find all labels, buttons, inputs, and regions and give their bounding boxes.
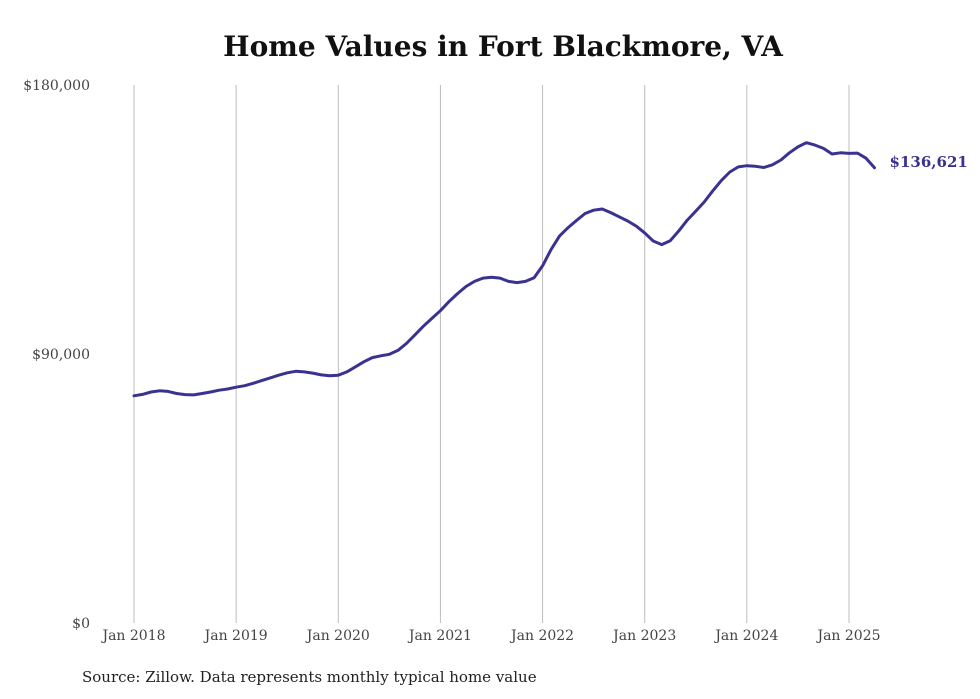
x-tick-label: Jan 2021 (407, 628, 472, 644)
y-tick-label: $90,000 (32, 347, 90, 363)
x-axis: Jan 2018 Jan 2019 Jan 2020 Jan 2021 Jan 2022… (100, 628, 880, 644)
y-tick-label: $0 (72, 616, 90, 632)
y-tick-label: $180,000 (23, 78, 90, 94)
x-tick-label: Jan 2024 (713, 628, 778, 644)
x-tick-label: Jan 2020 (305, 628, 370, 644)
x-tick-label: Jan 2022 (509, 628, 574, 644)
end-value-label: $136,621 (890, 153, 968, 171)
x-tick-label: Jan 2025 (815, 628, 880, 644)
chart-title: Home Values in Fort Blackmore, VA (223, 30, 783, 63)
y-axis: $180,000 $90,000 $0 (23, 78, 90, 632)
grid-lines (133, 85, 850, 623)
x-tick-label: Jan 2018 (100, 628, 165, 644)
series-line (132, 141, 876, 398)
x-tick-label: Jan 2019 (203, 628, 268, 644)
source-note: Source: Zillow. Data represents monthly … (82, 668, 537, 686)
x-tick-label: Jan 2023 (611, 628, 676, 644)
